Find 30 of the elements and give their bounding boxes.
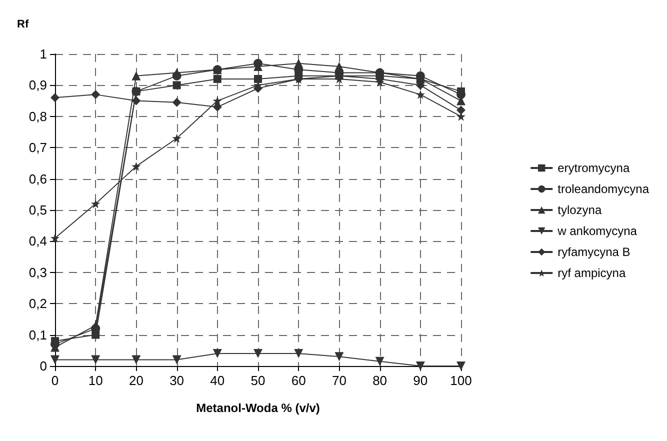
x-axis-title: Metanol-Woda % (v/v)	[196, 401, 320, 415]
y-tick-label: 0,7	[28, 140, 47, 156]
legend-label: ryfamycyna B	[558, 245, 630, 259]
y-tick-label: 0,5	[28, 202, 47, 218]
x-tick-label: 0	[51, 373, 59, 388]
y-tick-label: 0,3	[28, 264, 47, 280]
y-tick-label: 1	[40, 46, 47, 62]
x-tick-label: 60	[291, 373, 306, 388]
x-tick-label: 80	[372, 373, 388, 388]
x-tick-label: 100	[450, 373, 472, 388]
y-tick-label: 0,1	[28, 327, 47, 342]
x-tick-label: 30	[170, 373, 184, 388]
x-tick-label: 50	[250, 373, 266, 388]
y-tick-label: 0,6	[28, 171, 47, 186]
y-tick-label: 0,2	[28, 296, 47, 312]
x-tick-label: 10	[88, 373, 103, 388]
legend-label: erytromycyna	[558, 161, 630, 175]
y-tick-label: 0,4	[28, 234, 47, 249]
y-axis-title: Rf	[17, 18, 29, 30]
legend-label: tylozyna	[558, 203, 602, 217]
y-tick-label: 0,8	[28, 108, 47, 124]
x-tick-label: 70	[332, 373, 346, 388]
legend-label: ryf ampicyna	[558, 266, 626, 280]
y-tick-label: 0,9	[28, 78, 47, 93]
legend-label: w ankomycyna	[556, 224, 638, 238]
y-tick-label: 0	[40, 358, 47, 374]
x-tick-label: 40	[210, 373, 225, 388]
x-tick-label: 90	[413, 373, 428, 388]
x-tick-label: 20	[128, 373, 144, 388]
legend-label: troleandomycyna	[558, 182, 650, 196]
